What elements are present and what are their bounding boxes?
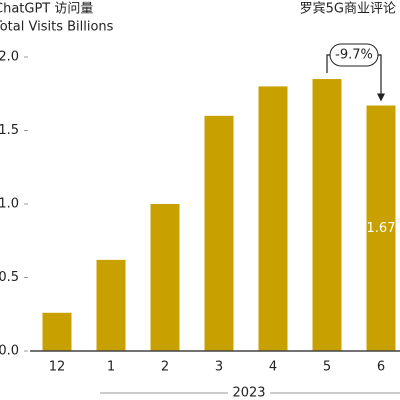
x-tick-label: 2 (161, 360, 169, 375)
x-tick-label: 1 (107, 360, 115, 375)
bar (366, 105, 396, 351)
y-tick-label: 0.5 (0, 270, 19, 285)
chart-title: ChatGPT 访问量 (0, 2, 93, 17)
y-tick-label: 2.0 (0, 50, 19, 65)
group-label: 2023 (232, 386, 265, 400)
y-tick-label: 1.5 (0, 123, 19, 138)
x-tick-label: 5 (323, 360, 331, 375)
x-tick-label: 6 (377, 360, 385, 375)
bar (312, 79, 342, 352)
bar (42, 312, 72, 351)
annotation-box (329, 43, 379, 67)
bar (258, 86, 288, 352)
bar (150, 204, 180, 351)
bar (204, 115, 234, 351)
source: 罗宾5G商业评论 (300, 1, 396, 17)
annotation-arrow (377, 93, 385, 102)
x-tick-label: 12 (49, 360, 66, 375)
chart-subtitle: Total Visits Billions (0, 20, 114, 35)
bar (96, 259, 126, 351)
y-tick-label: 1.0 (0, 197, 19, 212)
x-tick-label: 3 (215, 360, 223, 375)
x-tick-label: 4 (269, 360, 277, 375)
annotation: -9.7% (335, 48, 373, 63)
value-label: 1.67 (367, 221, 396, 236)
y-tick-label: 0.0 (0, 344, 19, 359)
group-label-bg (228, 384, 270, 400)
